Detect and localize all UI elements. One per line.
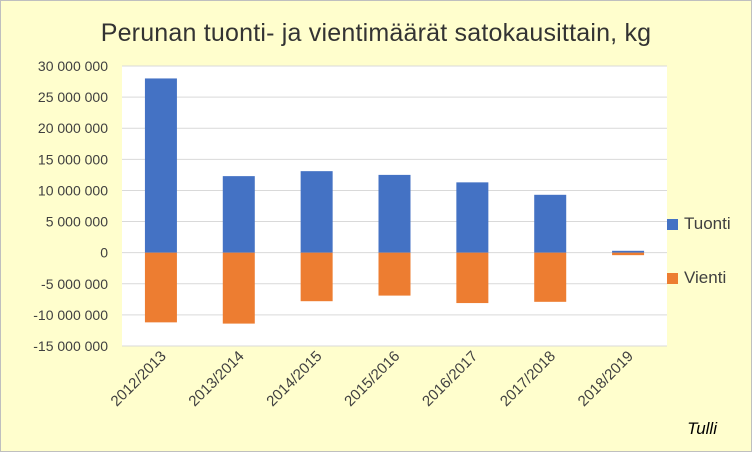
bar-vienti	[378, 252, 411, 296]
legend-item-vienti: Vienti	[667, 265, 731, 291]
legend-label-tuonti: Tuonti	[684, 214, 731, 233]
x-tick-label: 2017/2018	[497, 348, 559, 410]
y-tick-label: 30 000 000	[38, 58, 108, 74]
y-tick-label: 15 000 000	[38, 151, 108, 167]
bar-vienti	[456, 252, 489, 304]
bar-tuonti	[456, 182, 489, 253]
bar-vienti	[144, 252, 177, 323]
x-tick-label: 2013/2014	[185, 348, 247, 410]
x-tick-label: 2014/2015	[263, 348, 325, 410]
y-tick-label: 20 000 000	[38, 120, 108, 136]
chart-legend: Tuonti Vienti	[667, 211, 731, 319]
y-tick-label: 10 000 000	[38, 182, 108, 198]
bar-tuonti	[612, 250, 645, 253]
legend-swatch-vienti	[667, 272, 678, 284]
legend-label-vienti: Vienti	[684, 268, 727, 287]
y-tick-label: -15 000 000	[33, 338, 108, 354]
bar-tuonti	[222, 176, 255, 253]
bar-tuonti	[378, 174, 411, 253]
chart-title: Perunan tuonti- ja vientimäärät satokaus…	[100, 19, 652, 47]
bar-vienti	[612, 252, 645, 256]
x-tick-label: 2018/2019	[575, 348, 637, 410]
bar-vienti	[222, 252, 255, 324]
bar-tuonti	[534, 194, 567, 253]
x-tick-label: 2012/2013	[108, 348, 170, 410]
source-label: Tulli	[687, 419, 717, 438]
x-tick-label: 2015/2016	[341, 348, 403, 410]
x-tick-label: 2016/2017	[419, 348, 481, 410]
bar-tuonti	[300, 171, 333, 253]
y-tick-label: 0	[100, 245, 108, 261]
y-tick-label: 5 000 000	[46, 214, 108, 230]
y-tick-label: -10 000 000	[33, 307, 108, 323]
y-tick-label: -5 000 000	[41, 276, 108, 292]
bar-vienti	[300, 252, 333, 302]
bar-tuonti	[144, 78, 177, 253]
bar-vienti	[534, 252, 567, 302]
y-tick-label: 25 000 000	[38, 89, 108, 105]
legend-item-tuonti: Tuonti	[667, 211, 731, 237]
legend-swatch-tuonti	[667, 218, 678, 230]
